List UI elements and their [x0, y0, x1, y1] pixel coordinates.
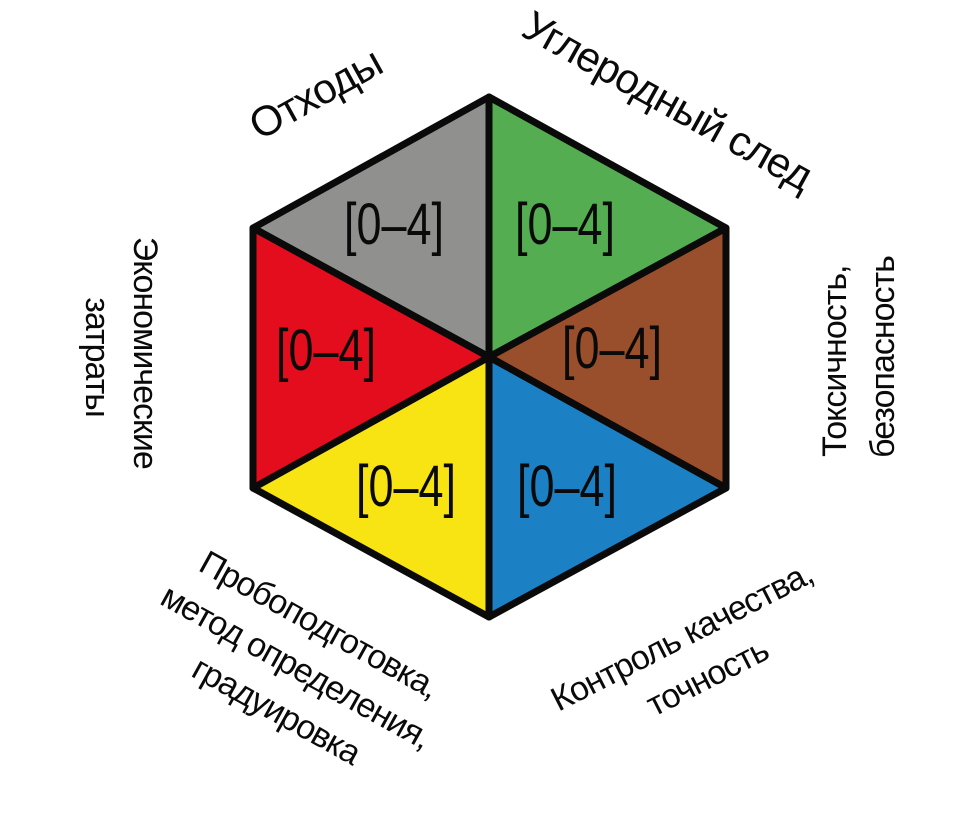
- sector-toxicity-safety-label: Токсичность, безопасность: [816, 256, 902, 458]
- sector-score-labels: [0–4] [0–4] [0–4] [0–4] [0–4] [0–4]: [276, 192, 662, 519]
- label-line: безопасность: [864, 256, 902, 458]
- sector-economic-costs-triangle: [249, 224, 493, 492]
- hexagon-sectors: [249, 93, 730, 621]
- label-line: Экономические: [126, 237, 164, 469]
- sector-economic-costs-label: Экономические затраты: [78, 237, 164, 478]
- label-line: затраты: [78, 297, 116, 416]
- sector-carbon-footprint-score: [0–4]: [515, 192, 615, 257]
- sector-economic-costs-score: [0–4]: [276, 318, 376, 383]
- sector-sample-preparation-score: [0–4]: [356, 454, 456, 519]
- sector-quality-control-score: [0–4]: [517, 454, 617, 519]
- sector-toxicity-safety-score: [0–4]: [562, 316, 662, 381]
- sector-waste-score: [0–4]: [344, 192, 444, 257]
- label-line: Токсичность,: [816, 266, 854, 457]
- sector-waste-label: Отходы: [241, 38, 389, 149]
- sector-quality-control-label: Контроль качества, точность: [545, 550, 848, 761]
